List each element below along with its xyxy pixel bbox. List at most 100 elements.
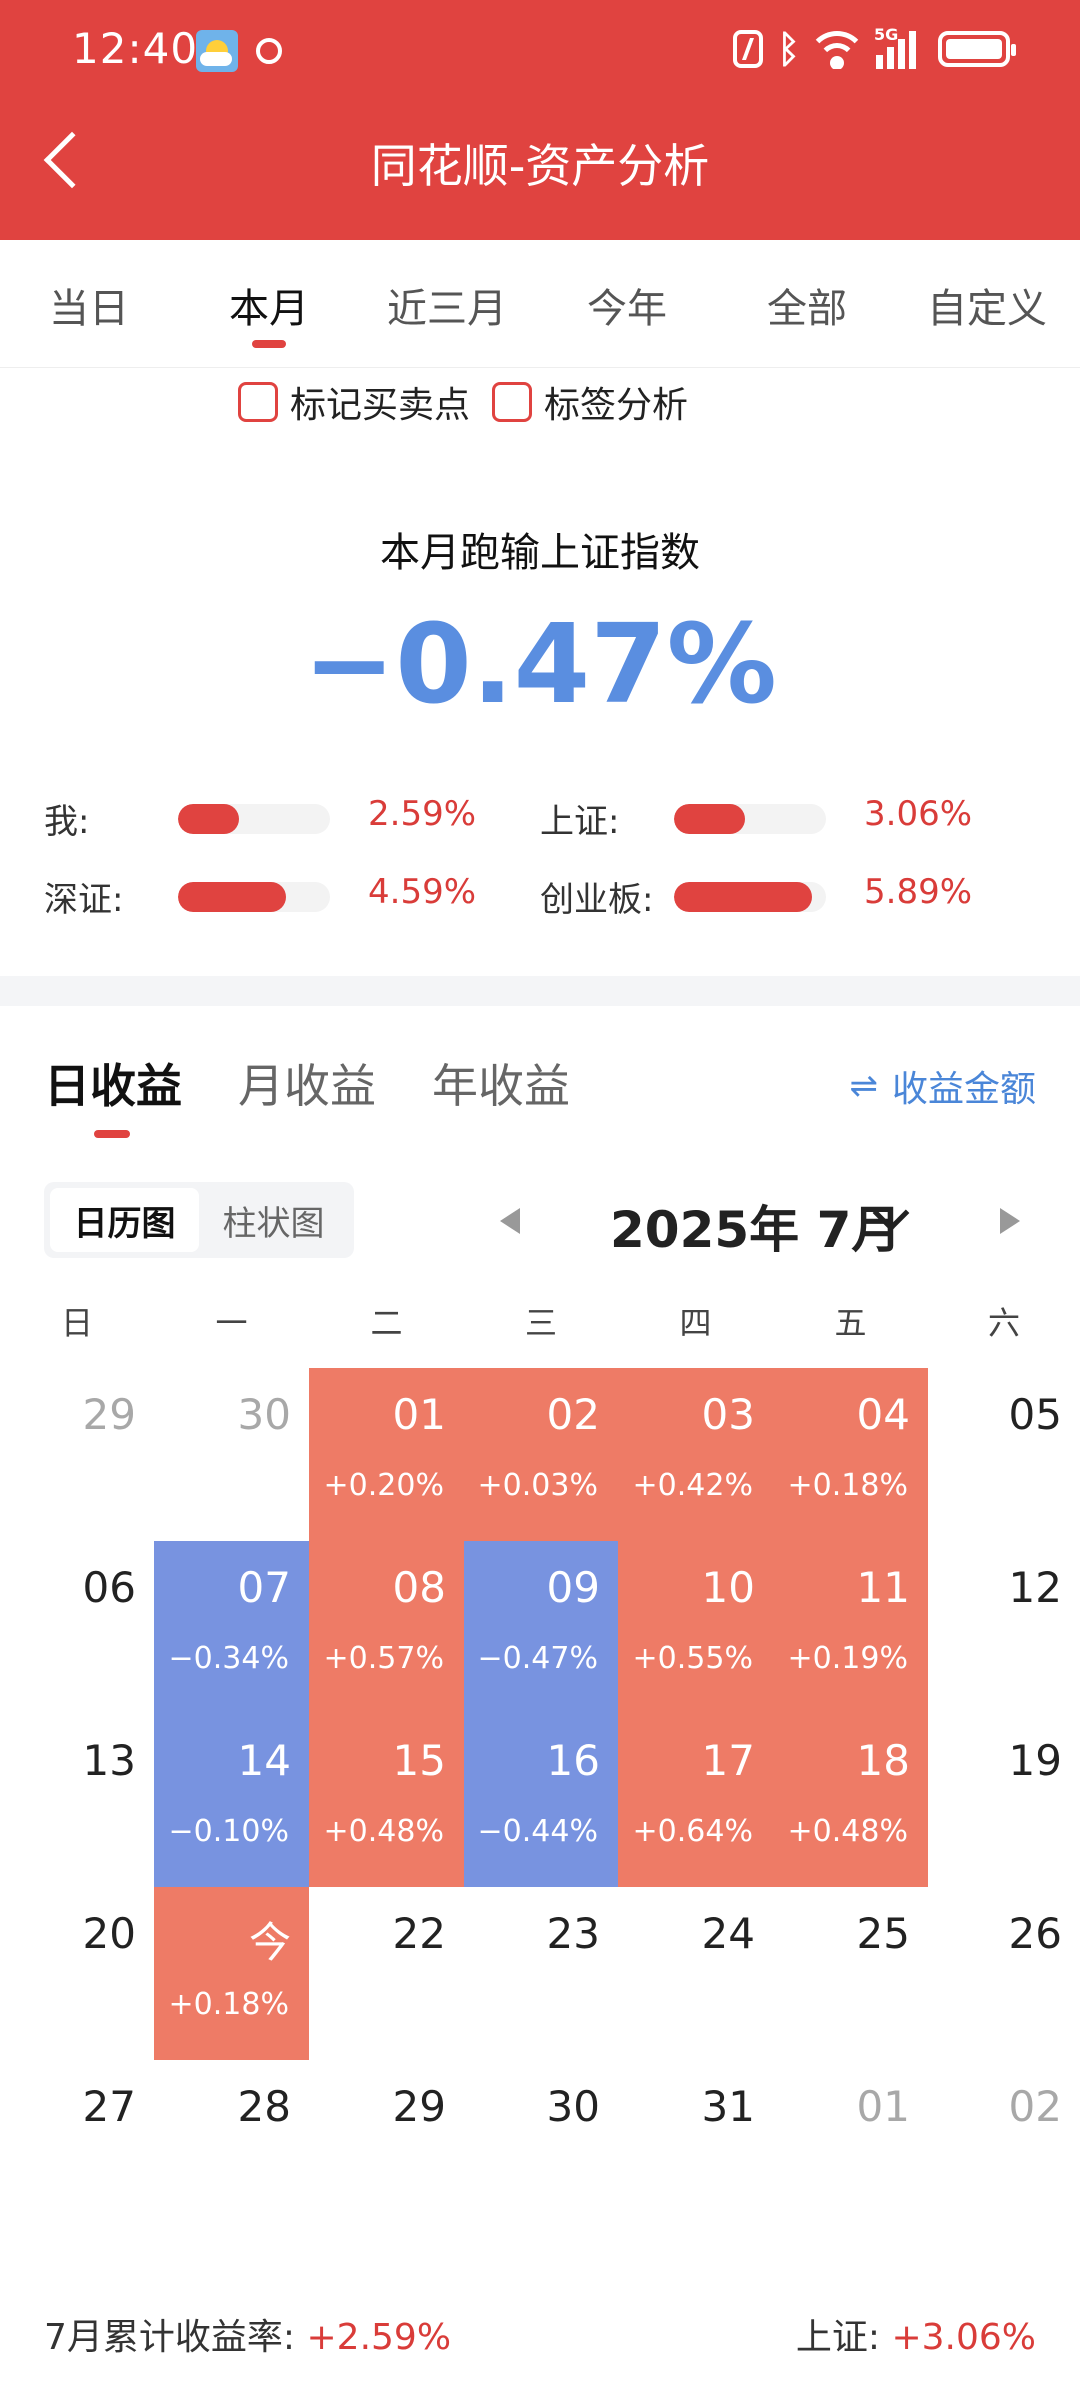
bar-view-button[interactable]: 柱状图 (222, 1203, 325, 1244)
tab-custom[interactable]: 自定义 (927, 286, 1047, 332)
calendar-day-cell[interactable]: 今 +0.18% (154, 1887, 309, 2060)
day-number: 29 (82, 1390, 136, 1439)
bluetooth-icon: ᛒ (777, 27, 800, 71)
calendar-day-cell[interactable]: 19 (928, 1714, 1080, 1887)
calendar-day-cell[interactable]: 01 (773, 2060, 928, 2233)
calendar-day-cell[interactable]: 15 +0.48% (309, 1714, 464, 1887)
calendar-day-cell[interactable]: 13 (0, 1714, 154, 1887)
day-number: 19 (1008, 1736, 1062, 1785)
calendar-day-cell[interactable]: 02 (928, 2060, 1080, 2233)
calendar-day-cell[interactable]: 12 (928, 1541, 1080, 1714)
calendar-day-cell[interactable]: 31 (618, 2060, 773, 2233)
month-selector[interactable]: 2025年 7月 (610, 1201, 902, 1259)
cumulative-value: +2.59% (306, 2317, 452, 2358)
comparison-chinext: 创业板: 5.89% (540, 864, 1040, 924)
cumulative-return: 7月累计收益率: +2.59% (44, 2308, 451, 2360)
day-number: 08 (392, 1563, 446, 1612)
page-title: 同花顺-资产分析 (370, 139, 710, 193)
calendar-day-cell[interactable]: 06 (0, 1541, 154, 1714)
comparison-bar (674, 882, 826, 912)
calendar-day-cell[interactable]: 05 (928, 1368, 1080, 1541)
checkbox-icon (492, 382, 533, 422)
day-number: 23 (546, 1909, 600, 1958)
mark-trade-points-checkbox[interactable]: 标记买卖点 (238, 376, 470, 428)
next-month-icon[interactable] (1000, 1208, 1020, 1234)
calendar-day-cell[interactable]: 04 +0.18% (773, 1368, 928, 1541)
index-value: +3.06% (891, 2317, 1036, 2358)
calendar-day-cell[interactable]: 29 (0, 1368, 154, 1541)
calendar-day-cell[interactable]: 17 +0.64% (618, 1714, 773, 1887)
day-number: 02 (546, 1390, 600, 1439)
calendar-day-cell[interactable]: 09 −0.47% (464, 1541, 618, 1714)
month-navigator: 2025年 7月 (490, 1186, 1030, 1259)
day-number: 07 (237, 1563, 291, 1612)
tab-this-year[interactable]: 今年 (587, 286, 667, 332)
view-switch: 日历图 柱状图 (44, 1182, 354, 1258)
comparison-label: 创业板: (540, 880, 654, 920)
swap-icon: ⇌ (849, 1066, 878, 1106)
calendar-day-cell[interactable]: 30 (154, 1368, 309, 1541)
weekday-label: 五 (834, 1304, 867, 1342)
comparison-label: 深证: (44, 880, 124, 920)
index-return: 上证: +3.06% (796, 2308, 1036, 2360)
returns-tabs: 日收益 月收益 年收益 (0, 1050, 1080, 1140)
calendar-day-cell[interactable]: 10 +0.55% (618, 1541, 773, 1714)
prev-month-icon[interactable] (500, 1208, 520, 1234)
weekday-label: 一 (215, 1304, 248, 1342)
tab-today[interactable]: 当日 (49, 286, 129, 332)
day-number: 06 (82, 1563, 136, 1612)
calendar-day-cell[interactable]: 14 −0.10% (154, 1714, 309, 1887)
calendar-day-cell[interactable]: 03 +0.42% (618, 1368, 773, 1541)
calendar-day-cell[interactable]: 22 (309, 1887, 464, 2060)
battery-icon (938, 31, 1016, 67)
day-number: 20 (82, 1909, 136, 1958)
day-number: 24 (701, 1909, 755, 1958)
calendar-day-cell[interactable]: 24 (618, 1887, 773, 2060)
day-return: +0.55% (632, 1641, 753, 1676)
calendar-day-cell[interactable]: 20 (0, 1887, 154, 2060)
calendar-day-cell[interactable]: 30 (464, 2060, 618, 2233)
day-number: 03 (701, 1390, 755, 1439)
calendar-day-cell[interactable]: 23 (464, 1887, 618, 2060)
tab-all[interactable]: 全部 (767, 286, 847, 332)
calendar-day-cell[interactable]: 02 +0.03% (464, 1368, 618, 1541)
mark-options: 标记买卖点 标签分析 (238, 376, 688, 428)
wifi-icon (814, 29, 860, 69)
tab-daily-returns[interactable]: 日收益 (44, 1059, 182, 1113)
amount-toggle-label: 收益金额 (891, 1069, 1036, 1110)
comparison-bar (178, 804, 330, 834)
calendar-day-cell[interactable]: 18 +0.48% (773, 1714, 928, 1887)
cumulative-label: 7月累计收益率: (44, 2317, 296, 2358)
calendar-day-cell[interactable]: 16 −0.44% (464, 1714, 618, 1887)
comparison-label: 我: (44, 802, 90, 842)
app-header: 12:40 ᛒ 5G 同花顺-资产分析 (0, 0, 1080, 240)
day-number: 29 (392, 2082, 446, 2131)
calendar-day-cell[interactable]: 08 +0.57% (309, 1541, 464, 1714)
status-time: 12:40 (72, 24, 199, 73)
calendar-day-cell[interactable]: 29 (309, 2060, 464, 2233)
comparison-row: 深证: 4.59% 创业板: 5.89% (0, 864, 1080, 924)
calendar-day-cell[interactable]: 01 +0.20% (309, 1368, 464, 1541)
tab-three-months[interactable]: 近三月 (387, 286, 507, 332)
tab-yearly-returns[interactable]: 年收益 (432, 1059, 570, 1113)
tag-analysis-checkbox[interactable]: 标签分析 (492, 376, 688, 428)
calendar-day-cell[interactable]: 07 −0.34% (154, 1541, 309, 1714)
calendar-view-button[interactable]: 日历图 (50, 1188, 199, 1252)
amount-toggle-button[interactable]: ⇌ 收益金额 (849, 1060, 1036, 1112)
day-number: 14 (237, 1736, 291, 1785)
tab-this-month[interactable]: 本月 (229, 286, 309, 332)
day-number: 27 (82, 2082, 136, 2131)
comparison-row: 我: 2.59% 上证: 3.06% (0, 786, 1080, 846)
day-number: 26 (1008, 1909, 1062, 1958)
calendar-day-cell[interactable]: 26 (928, 1887, 1080, 2060)
calendar-day-cell[interactable]: 27 (0, 2060, 154, 2233)
day-number: 02 (1008, 2082, 1062, 2131)
calendar-day-cell[interactable]: 25 (773, 1887, 928, 2060)
day-number: 30 (546, 2082, 600, 2131)
tab-monthly-returns[interactable]: 月收益 (238, 1059, 376, 1113)
day-number: 28 (237, 2082, 291, 2131)
weekday-label: 三 (524, 1304, 557, 1342)
day-return: +0.19% (787, 1641, 908, 1676)
calendar-day-cell[interactable]: 28 (154, 2060, 309, 2233)
calendar-day-cell[interactable]: 11 +0.19% (773, 1541, 928, 1714)
